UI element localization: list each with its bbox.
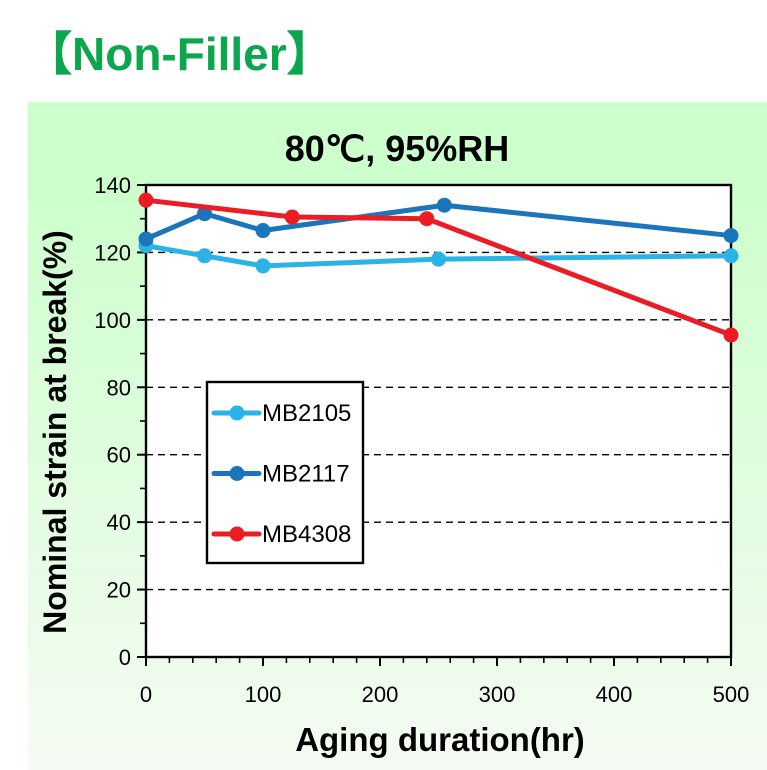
- y-axis-title: Nominal strain at break(%): [37, 230, 73, 634]
- chart-title: 80℃, 95%RH: [284, 128, 510, 169]
- x-axis-title: Aging duration(hr): [295, 721, 585, 758]
- section-title: 【Non-Filler】: [26, 28, 333, 80]
- chart-panel: [28, 102, 767, 770]
